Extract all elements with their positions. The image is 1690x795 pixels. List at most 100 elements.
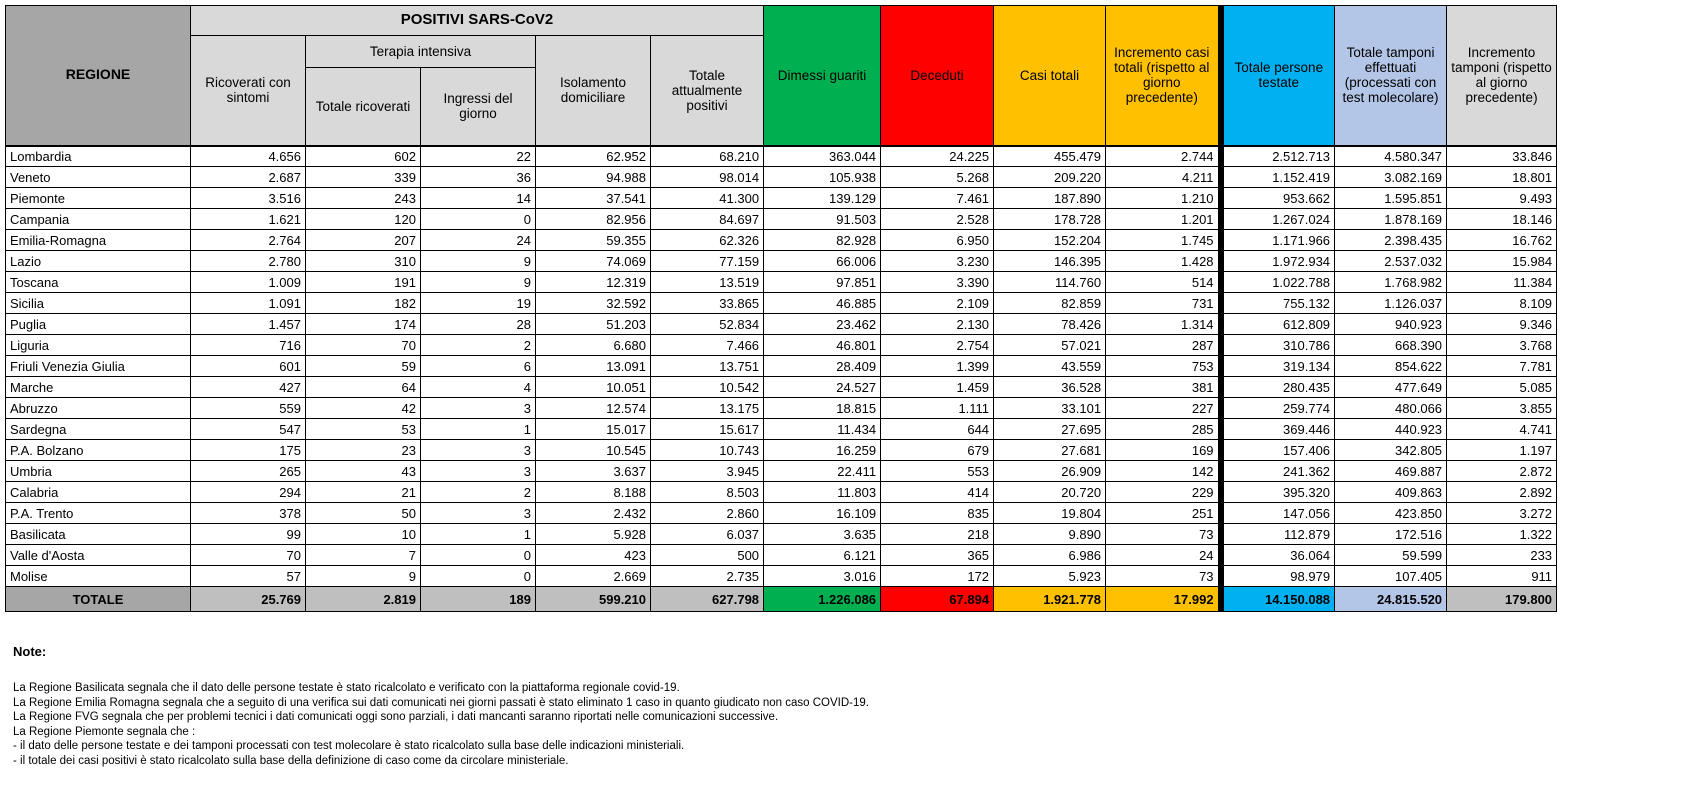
value-cell: 2.109 <box>880 292 995 314</box>
table-row: P.A. Trento 378 50 3 2.432 2.860 16.109 835 19.8… <box>5 502 1558 524</box>
region-name: P.A. Bolzano <box>5 439 191 461</box>
value-cell: 57 <box>190 565 306 587</box>
value-cell: 3 <box>420 397 536 419</box>
value-cell: 12.574 <box>535 397 651 419</box>
covid-regions-table: REGIONE POSITIVI SARS-CoV2 Dimessi guari… <box>5 5 1558 612</box>
region-name: Piemonte <box>5 187 191 209</box>
value-cell: 229 <box>1105 481 1222 503</box>
value-cell: 227 <box>1105 397 1222 419</box>
value-cell: 175 <box>190 439 306 461</box>
col-header-incremento-casi: Incremento casi totali (rispetto al gior… <box>1105 5 1222 146</box>
value-cell: 440.923 <box>1334 418 1448 440</box>
value-cell: 1.314 <box>1105 313 1222 335</box>
value-cell: 911 <box>1446 565 1558 587</box>
table-row: Friuli Venezia Giulia 601 59 6 13.091 13.751 2… <box>5 355 1558 377</box>
value-cell: 477.649 <box>1334 376 1448 398</box>
totale-persone-testate: 14.150.088 <box>1217 586 1336 612</box>
value-cell: 480.066 <box>1334 397 1448 419</box>
value-cell: 84.697 <box>649 208 765 230</box>
value-cell: 2.735 <box>649 565 765 587</box>
col-header-casi-totali: Casi totali <box>993 5 1107 146</box>
value-cell: 3 <box>420 502 536 524</box>
col-header-tamponi: Totale tamponi effettuati (processati co… <box>1334 5 1448 146</box>
value-cell: 22.411 <box>763 460 882 482</box>
region-name: Puglia <box>5 313 191 335</box>
value-cell: 1.197 <box>1446 439 1558 461</box>
value-cell: 0 <box>420 208 536 230</box>
value-cell: 10.542 <box>649 376 765 398</box>
value-cell: 33.846 <box>1446 144 1558 167</box>
value-cell: 178.728 <box>993 208 1107 230</box>
value-cell: 1.111 <box>880 397 995 419</box>
value-cell: 16.109 <box>763 502 882 524</box>
notes-title: Note: <box>13 644 47 659</box>
value-cell: 15.617 <box>649 418 765 440</box>
value-cell: 940.923 <box>1334 313 1448 335</box>
value-cell: 207 <box>305 229 421 251</box>
notes-lines: La Regione Basilicata segnala che il dat… <box>13 681 1690 768</box>
value-cell: 172.516 <box>1334 523 1448 545</box>
value-cell: 36.528 <box>993 376 1107 398</box>
value-cell: 46.885 <box>763 292 882 314</box>
value-cell: 6.121 <box>763 544 882 566</box>
value-cell: 91.503 <box>763 208 882 230</box>
value-cell: 2.512.713 <box>1217 144 1336 167</box>
value-cell: 218 <box>880 523 995 545</box>
region-name: Lazio <box>5 250 191 272</box>
value-cell: 2 <box>420 481 536 503</box>
table-row: Sardegna 547 53 1 15.017 15.617 11.434 644 27.69… <box>5 418 1558 440</box>
note-line: - il dato delle persone testate e dei ta… <box>13 740 685 752</box>
value-cell: 1.621 <box>190 208 306 230</box>
value-cell: 20.720 <box>993 481 1107 503</box>
value-cell: 9 <box>420 271 536 293</box>
totale-deceduti: 67.894 <box>880 586 995 612</box>
totale-incremento-casi: 17.992 <box>1105 586 1222 612</box>
table-row: Emilia-Romagna 2.764 207 24 59.355 62.326 82.9… <box>5 229 1558 251</box>
value-cell: 6.037 <box>649 523 765 545</box>
value-cell: 243 <box>305 187 421 209</box>
value-cell: 8.188 <box>535 481 651 503</box>
value-cell: 1.210 <box>1105 187 1222 209</box>
value-cell: 4.580.347 <box>1334 144 1448 167</box>
table-row: Marche 427 64 4 10.051 10.542 24.527 1.459 36.52… <box>5 376 1558 398</box>
value-cell: 82.859 <box>993 292 1107 314</box>
value-cell: 11.384 <box>1446 271 1558 293</box>
value-cell: 28.409 <box>763 355 882 377</box>
value-cell: 423 <box>535 544 651 566</box>
table-body: Lombardia 4.656 602 22 62.952 68.210 363.044 24… <box>5 144 1558 587</box>
value-cell: 2.872 <box>1446 460 1558 482</box>
region-name: Lombardia <box>5 144 191 167</box>
value-cell: 74.069 <box>535 250 651 272</box>
value-cell: 559 <box>190 397 306 419</box>
table-row: Liguria 716 70 2 6.680 7.466 46.801 2.754 57.021… <box>5 334 1558 356</box>
value-cell: 395.320 <box>1217 481 1336 503</box>
value-cell: 953.662 <box>1217 187 1336 209</box>
table-row: Veneto 2.687 339 36 94.988 98.014 105.938 5.268… <box>5 166 1558 188</box>
table-row: Valle d'Aosta 70 7 0 423 500 6.121 365 6.986 24 36… <box>5 544 1558 566</box>
region-name: Valle d'Aosta <box>5 544 191 566</box>
value-cell: 423.850 <box>1334 502 1448 524</box>
value-cell: 500 <box>649 544 765 566</box>
value-cell: 8.503 <box>649 481 765 503</box>
value-cell: 2.432 <box>535 502 651 524</box>
value-cell: 1.399 <box>880 355 995 377</box>
value-cell: 33.101 <box>993 397 1107 419</box>
value-cell: 2.528 <box>880 208 995 230</box>
value-cell: 2.669 <box>535 565 651 587</box>
value-cell: 679 <box>880 439 995 461</box>
value-cell: 10.743 <box>649 439 765 461</box>
region-name: Campania <box>5 208 191 230</box>
value-cell: 2.398.435 <box>1334 229 1448 251</box>
value-cell: 287 <box>1105 334 1222 356</box>
table-row: Sicilia 1.091 182 19 32.592 33.865 46.885 2.109… <box>5 292 1558 314</box>
value-cell: 644 <box>880 418 995 440</box>
value-cell: 1.267.024 <box>1217 208 1336 230</box>
value-cell: 3 <box>420 439 536 461</box>
value-cell: 27.695 <box>993 418 1107 440</box>
value-cell: 9.890 <box>993 523 1107 545</box>
value-cell: 2.754 <box>880 334 995 356</box>
value-cell: 27.681 <box>993 439 1107 461</box>
value-cell: 1.201 <box>1105 208 1222 230</box>
col-header-dimessi-guariti: Dimessi guariti <box>763 5 882 146</box>
value-cell: 3 <box>420 460 536 482</box>
